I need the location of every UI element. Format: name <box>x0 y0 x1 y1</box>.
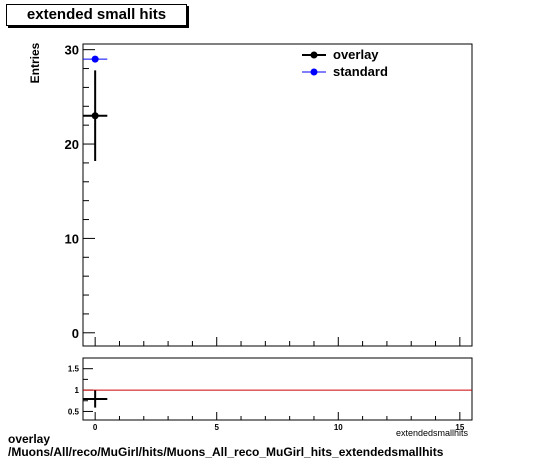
footer: overlay /Muons/All/reco/MuGirl/hits/Muon… <box>8 433 443 459</box>
main-data-marks <box>83 55 108 162</box>
footer-line-2: /Muons/All/reco/MuGirl/hits/Muons_All_re… <box>8 445 444 459</box>
ratio-data-marks <box>83 389 472 408</box>
y-axis-label: Entries <box>28 42 42 84</box>
legend-standard-label: standard <box>333 64 388 79</box>
y-tick-label: 30 <box>65 43 79 58</box>
x-tick-label: 0 <box>93 423 98 432</box>
ratio-y-tick-label: 1 <box>75 386 80 395</box>
ratio-y-tick-label: 1.5 <box>68 365 80 374</box>
ratio-plot-frame <box>82 357 473 421</box>
ratio-y-tick-label: 0.5 <box>68 407 80 416</box>
x-tick-label: 15 <box>455 423 464 432</box>
data-point-marker <box>91 112 99 120</box>
legend: overlay standard <box>302 47 388 79</box>
x-axis-caption: extendedsmallhits <box>396 428 469 438</box>
main-plot-frame <box>82 43 473 347</box>
legend-overlay-label: overlay <box>333 47 379 62</box>
legend-overlay-marker <box>310 51 318 59</box>
x-tick-label: 10 <box>334 423 343 432</box>
ratio-axis-ticks: 0.5 1 1.5 0 5 10 15 <box>68 365 465 432</box>
main-axis-ticks: 0 10 20 30 <box>65 43 461 346</box>
chart-title: extended small hits <box>6 4 187 26</box>
footer-line-1: overlay <box>8 432 51 446</box>
y-axis-label-wrap: Entries <box>24 40 42 90</box>
y-tick-label: 20 <box>65 137 79 152</box>
data-point-marker <box>91 55 99 63</box>
legend-standard-marker <box>310 68 318 76</box>
y-tick-label: 10 <box>65 231 79 246</box>
x-tick-label: 5 <box>214 423 219 432</box>
y-tick-label: 0 <box>72 326 79 341</box>
